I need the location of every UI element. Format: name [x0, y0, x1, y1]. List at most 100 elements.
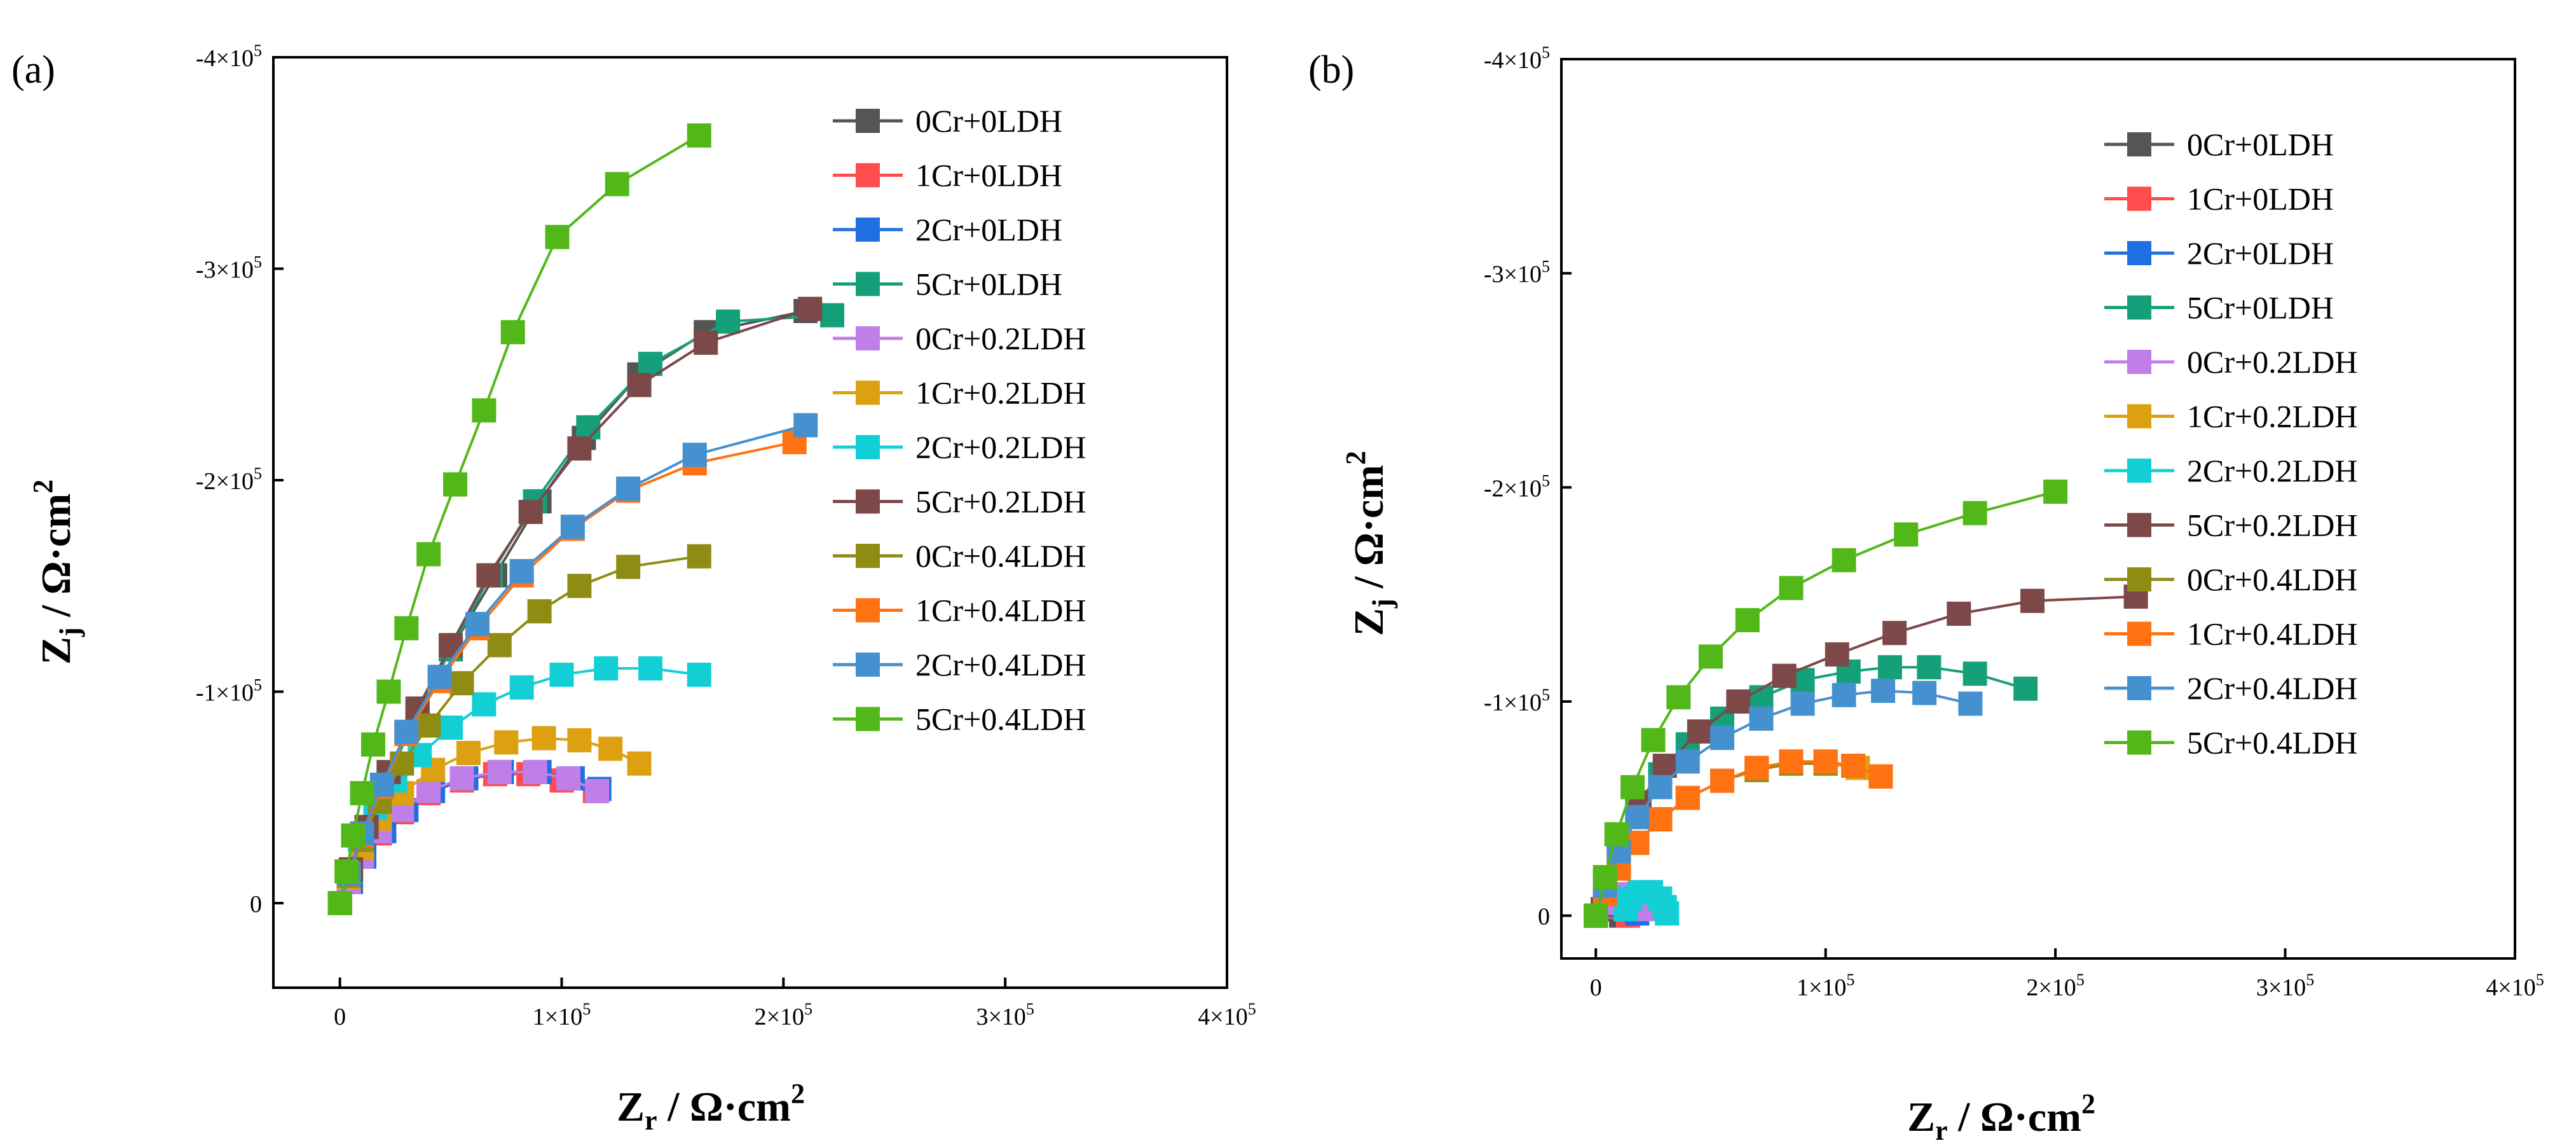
data-point	[585, 778, 610, 803]
x-tick-label-base: 1×10	[533, 1004, 582, 1030]
x-tick-label: 1×105	[533, 1000, 591, 1030]
data-point	[1593, 865, 1617, 890]
data-point	[1675, 749, 1700, 774]
data-point	[465, 612, 490, 637]
y-axis-title-unit: / Ω·cm	[1346, 465, 1392, 598]
x-axis-title-sub: r	[1935, 1115, 1948, 1146]
x-tick-label: 3×105	[976, 1000, 1034, 1030]
data-point	[567, 728, 592, 752]
data-point	[1779, 749, 1804, 774]
y-axis-title-sup: 2	[1340, 451, 1371, 465]
data-point	[416, 713, 441, 738]
legend-item: 5Cr+0.2LDH	[833, 484, 1086, 520]
y-axis-title-sub: j	[54, 627, 85, 637]
legend-label: 2Cr+0.2LDH	[915, 429, 1086, 465]
y-tick-label: -4×105	[196, 41, 262, 72]
data-point	[439, 716, 463, 740]
data-point	[1584, 903, 1608, 928]
legend-marker	[856, 163, 880, 188]
legend-marker	[856, 272, 880, 296]
x-tick-label-base: 1×10	[1797, 974, 1846, 1001]
data-point	[1882, 621, 1907, 646]
data-point	[567, 574, 592, 598]
y-axis-title-unit: / Ω·cm	[33, 494, 79, 627]
legend-label: 1Cr+0.2LDH	[2187, 399, 2357, 434]
data-point	[687, 544, 711, 569]
legend-item: 2Cr+0.4LDH	[833, 647, 1086, 682]
legend-item: 0Cr+0.4LDH	[833, 538, 1086, 574]
legend-label: 5Cr+0.4LDH	[915, 702, 1086, 737]
data-point	[500, 320, 525, 345]
data-point	[594, 656, 619, 681]
data-point	[1963, 661, 1987, 686]
y-tick-label-exp: 5	[1542, 258, 1550, 276]
legend-item: 5Cr+0LDH	[833, 266, 1062, 302]
y-tick-label-base: -1×10	[196, 680, 254, 707]
legend-label: 5Cr+0.2LDH	[915, 484, 1086, 520]
data-point	[576, 415, 601, 439]
data-point	[1832, 548, 1856, 572]
legend-marker	[856, 435, 880, 459]
y-tick-label-exp: 5	[254, 464, 262, 483]
data-point	[1963, 501, 1987, 525]
data-point	[638, 656, 663, 681]
legend-item: 0Cr+0.2LDH	[2104, 344, 2357, 380]
data-point	[360, 732, 385, 757]
y-tick-label: 0	[250, 891, 262, 918]
data-point	[327, 891, 352, 915]
y-tick-label-base: -2×10	[196, 468, 254, 495]
data-point	[472, 398, 497, 423]
legend-marker	[856, 598, 880, 623]
data-point	[1947, 601, 1971, 626]
data-point	[341, 823, 366, 848]
legend-marker	[2127, 350, 2151, 374]
x-tick-label-base: 4×10	[1198, 1004, 1247, 1030]
legend-a: 0Cr+0LDH 1Cr+0LDH 2Cr+0LDH 5Cr+0LDH 0Cr+0.2L…	[833, 103, 1086, 737]
legend-marker	[856, 653, 880, 677]
data-point	[1894, 522, 1919, 547]
x-tick-label: 4×105	[1198, 1000, 1256, 1030]
data-point	[1648, 775, 1673, 799]
data-point	[2020, 588, 2045, 613]
y-tick-label-base: -2×10	[1484, 475, 1542, 502]
legend-item: 1Cr+0LDH	[2104, 181, 2334, 217]
legend-label: 2Cr+0LDH	[2187, 235, 2334, 271]
legend-item: 0Cr+0LDH	[833, 103, 1062, 139]
y-axis-title-b: Zj / Ω·cm2	[1340, 451, 1398, 636]
data-point	[687, 123, 711, 148]
data-point	[443, 472, 468, 497]
data-point	[1779, 576, 1804, 600]
legend-item: 0Cr+0.2LDH	[833, 321, 1086, 356]
data-point	[1813, 749, 1838, 774]
x-tick-label: 0	[334, 1004, 346, 1030]
y-tick-label-exp: 5	[254, 253, 262, 272]
legend-label: 2Cr+0.4LDH	[2187, 670, 2357, 706]
series-group-b	[1584, 480, 2148, 928]
data-point	[476, 563, 501, 588]
plot-frame-a	[272, 56, 1228, 989]
legend-label: 5Cr+0LDH	[2187, 290, 2334, 326]
legend-label: 0Cr+0LDH	[915, 103, 1062, 139]
y-tick-label-base: -3×10	[1484, 261, 1542, 288]
x-tick-label: 2×105	[755, 1000, 812, 1030]
legend-item: 1Cr+0.4LDH	[2104, 616, 2357, 652]
x-tick-label: 4×105	[2486, 971, 2544, 1001]
y-tick-label: -2×105	[1484, 471, 1550, 502]
data-point	[798, 296, 823, 321]
legend-item: 5Cr+0.4LDH	[2104, 725, 2357, 761]
x-tick-label-base: 2×10	[755, 1004, 804, 1030]
data-point	[598, 737, 623, 761]
data-point	[1666, 685, 1691, 710]
y-tick-label-base: 0	[1538, 904, 1550, 930]
data-point	[1625, 805, 1650, 829]
x-tick-label-exp: 5	[1846, 971, 1854, 989]
legend-marker	[2127, 621, 2151, 646]
legend-item: 2Cr+0.2LDH	[833, 429, 1086, 465]
y-tick-label-exp: 5	[254, 676, 262, 695]
legend-marker	[2127, 132, 2151, 156]
legend-marker	[856, 218, 880, 242]
y-tick-label: -1×105	[196, 676, 262, 707]
data-point	[449, 671, 474, 696]
data-point	[616, 555, 641, 579]
data-point	[1871, 679, 1896, 703]
